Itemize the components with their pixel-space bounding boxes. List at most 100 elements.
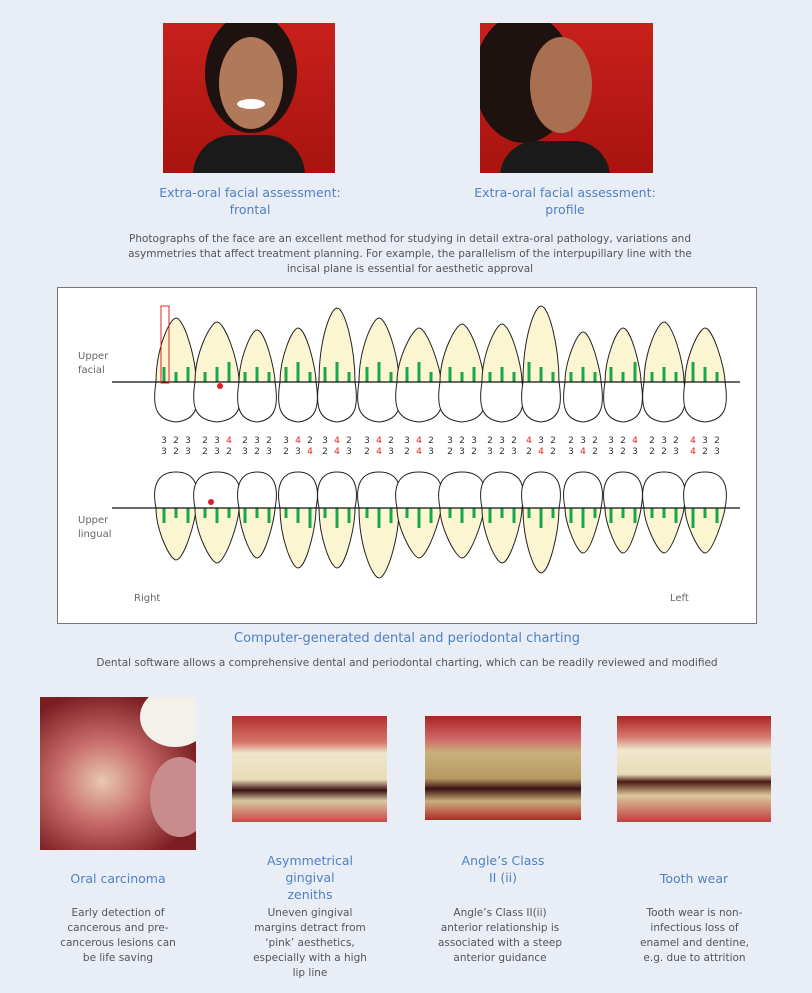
pocket-depth-facial: 2 (459, 436, 465, 446)
tooth-wear-photo (617, 716, 771, 822)
pocket-bar-lingual (581, 508, 585, 528)
pocket-depth-facial: 2 (428, 436, 434, 446)
pocket-bar-facial (512, 372, 516, 382)
pocket-bar-lingual (472, 508, 476, 518)
pocket-depth-facial: 3 (538, 436, 544, 446)
pocket-bar-lingual (417, 508, 421, 528)
pocket-bar-facial (296, 362, 300, 382)
pocket-depth-facial: 2 (388, 436, 394, 446)
pocket-bar-lingual (308, 508, 312, 528)
tooth-crown-lingual (193, 471, 241, 509)
pocket-bar-facial (581, 367, 585, 382)
pocket-bar-facial (162, 367, 166, 382)
pocket-bar-lingual (703, 508, 707, 518)
pocket-bar-lingual (633, 508, 637, 523)
caries-dot-icon (208, 499, 214, 505)
pocket-bar-facial (417, 362, 421, 382)
pocket-bar-lingual (347, 508, 351, 523)
pocket-bar-lingual (284, 508, 288, 518)
pocket-depth-lingual: 3 (632, 447, 638, 457)
caries-dot-icon (217, 383, 223, 389)
pocket-bar-lingual (389, 508, 393, 523)
pocket-bar-facial (323, 367, 327, 382)
pocket-depth-lingual: 3 (714, 447, 720, 457)
pocket-bar-lingual (527, 508, 531, 518)
pocket-depth-lingual: 2 (499, 447, 505, 457)
pocket-depth-lingual: 2 (254, 447, 260, 457)
case-text: Early detection of cancerous and pre-can… (60, 907, 176, 964)
pocket-depth-facial: 2 (511, 436, 517, 446)
pocket-depth-lingual: 3 (185, 447, 191, 457)
pocket-bar-facial (569, 372, 573, 382)
tooth-crown-lingual (603, 471, 643, 509)
pocket-bar-lingual (162, 508, 166, 523)
pocket-depth-facial: 4 (632, 436, 638, 446)
intro-text: Photographs of the face are an excellent… (128, 233, 692, 275)
pocket-bar-facial (405, 367, 409, 382)
pocket-depth-facial: 3 (214, 436, 220, 446)
pocket-bar-facial (488, 372, 492, 382)
pocket-bar-lingual (551, 508, 555, 518)
pocket-bar-facial (703, 367, 707, 382)
tooth-root-lingual (279, 507, 317, 569)
tooth-root-facial (604, 327, 642, 383)
pocket-depth-lingual: 2 (620, 447, 626, 457)
tooth-crown-facial (357, 381, 401, 423)
pocket-bar-facial (377, 362, 381, 382)
pocket-bar-facial (284, 367, 288, 382)
pocket-depth-facial: 2 (202, 436, 208, 446)
pocket-bar-facial (551, 372, 555, 382)
pocket-bar-facial (429, 372, 433, 382)
tooth-root-lingual (604, 507, 642, 554)
tooth-root-lingual (522, 507, 560, 574)
class-ii-photo (425, 716, 581, 820)
pocket-bar-lingual (203, 508, 207, 518)
label-upper-facial: Upper facial (78, 351, 109, 376)
pocket-bar-lingual (650, 508, 654, 518)
case-text: Uneven gingival margins detract from ‘pi… (253, 907, 367, 979)
case-title: Asymmetrical gingival zeniths (266, 853, 354, 902)
pocket-depth-lingual: 2 (649, 447, 655, 457)
caption-line: Extra-oral facial assessment: (474, 185, 656, 200)
pocket-depth-facial: 2 (487, 436, 493, 446)
tooth-root-facial (279, 327, 317, 383)
pocket-depth-lingual: 4 (580, 447, 586, 457)
pocket-bar-lingual (539, 508, 543, 528)
pocket-depth-lingual: 3 (161, 447, 167, 457)
tooth-crown-lingual (154, 471, 198, 509)
label-right: Right (134, 593, 161, 604)
pocket-bar-facial (500, 367, 504, 382)
pocket-depth-facial: 2 (714, 436, 720, 446)
pocket-bar-facial (308, 372, 312, 382)
tooth-crown-lingual (237, 471, 277, 509)
pocket-bar-facial (527, 362, 531, 382)
pocket-depth-lingual: 3 (266, 447, 272, 457)
pocket-bar-facial (472, 367, 476, 382)
pocket-bar-lingual (255, 508, 259, 518)
pocket-depth-lingual: 3 (487, 447, 493, 457)
pocket-depth-facial: 2 (307, 436, 313, 446)
tooth-crown-facial (603, 381, 643, 423)
pocket-depth-facial: 2 (242, 436, 248, 446)
pocket-depth-facial: 2 (568, 436, 574, 446)
pocket-depth-facial: 2 (550, 436, 556, 446)
tooth-crown-lingual (278, 471, 318, 509)
tooth-crown-facial (521, 381, 561, 423)
pocket-depth-facial: 3 (322, 436, 328, 446)
pocket-depth-facial: 4 (295, 436, 301, 446)
pocket-depth-facial: 4 (334, 436, 340, 446)
pocket-depth-lingual: 4 (376, 447, 382, 457)
tooth-root-lingual (318, 507, 356, 569)
pocket-depth-lingual: 4 (416, 447, 422, 457)
caption-line: profile (545, 202, 585, 217)
tooth-root-lingual (238, 507, 276, 559)
pocket-depth-lingual: 3 (459, 447, 465, 457)
tooth-crown-facial (438, 381, 486, 423)
pocket-bar-lingual (267, 508, 271, 523)
tooth-crown-lingual (521, 471, 561, 509)
pocket-depth-facial: 3 (283, 436, 289, 446)
pocket-depth-lingual: 3 (673, 447, 679, 457)
pocket-bar-facial (633, 362, 637, 382)
pocket-bar-lingual (715, 508, 719, 523)
